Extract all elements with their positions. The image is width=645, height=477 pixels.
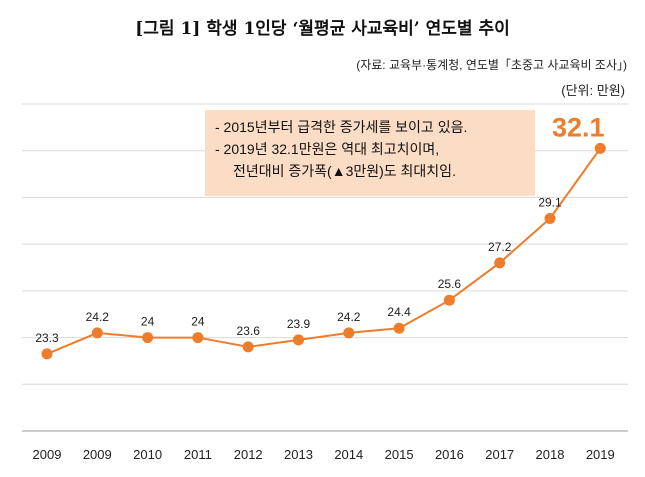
x-tick-label: 2010	[133, 447, 162, 462]
x-tick-label: 2019	[586, 447, 615, 462]
data-point	[343, 327, 355, 339]
source-note: (자료: 교육부·통계청, 연도별「초중고 사교육비 조사」)	[356, 58, 627, 72]
x-tick-label: 2013	[284, 447, 313, 462]
note-line-2: - 2019년 32.1만원은 역대 최고치이며,	[215, 141, 440, 157]
data-point	[41, 348, 53, 360]
gridlines	[22, 103, 628, 432]
data-label: 23.9	[287, 317, 311, 331]
series-line	[46, 147, 602, 355]
data-label: 23.3	[35, 331, 59, 345]
x-tick-label: 2011	[184, 447, 212, 462]
data-point	[544, 212, 556, 224]
annotation-box: - 2015년부터 급격한 증가세를 보이고 있음. - 2019년 32.1만…	[205, 110, 535, 196]
data-point	[594, 142, 606, 154]
data-point	[494, 257, 506, 269]
x-tick-label: 2014	[334, 447, 363, 462]
unit-label: (단위: 만원)	[561, 83, 625, 98]
x-tick-label: 2015	[385, 447, 414, 462]
note-line-1: - 2015년부터 급격한 증가세를 보이고 있음.	[215, 119, 468, 135]
x-tick-label: 2012	[234, 447, 263, 462]
data-label-highlight: 32.1	[552, 112, 605, 142]
data-point	[91, 327, 103, 339]
data-point	[293, 334, 304, 346]
data-point	[242, 341, 254, 353]
data-label: 25.6	[438, 277, 462, 291]
x-tick-label: 2009	[83, 447, 112, 462]
data-label: 24	[191, 315, 205, 329]
data-label: 24.2	[86, 310, 110, 324]
chart-title: [그림 1] 학생 1인당 ‘월평균 사교육비’ 연도별 추이	[135, 19, 510, 39]
note-line-3: 전년대비 증가폭(▲3만원)도 최대치임.	[233, 163, 456, 179]
data-points	[41, 142, 606, 360]
data-label: 29.1	[538, 195, 562, 209]
data-point	[142, 332, 154, 344]
x-tick-label: 2017	[485, 447, 514, 462]
x-tick-labels: 2009 2009 2010 2011 2012 2013 2014 2015 2016 2017…	[33, 447, 615, 462]
x-tick-label: 2016	[435, 447, 464, 462]
data-point	[192, 332, 204, 344]
data-label: 23.6	[237, 324, 261, 338]
data-label: 24	[141, 315, 155, 329]
series-polyline	[46, 147, 602, 355]
data-label: 24.4	[387, 305, 411, 319]
x-tick-label: 2009	[33, 447, 62, 462]
data-point	[393, 322, 405, 334]
x-tick-label: 2018	[536, 447, 565, 462]
data-label: 24.2	[337, 310, 361, 324]
data-label: 27.2	[488, 240, 512, 254]
data-point	[443, 294, 455, 306]
data-labels: 23.3 24.2 24 24 23.6 23.9 24.2 24.4 25.6 27.2 29.1…	[35, 112, 604, 345]
